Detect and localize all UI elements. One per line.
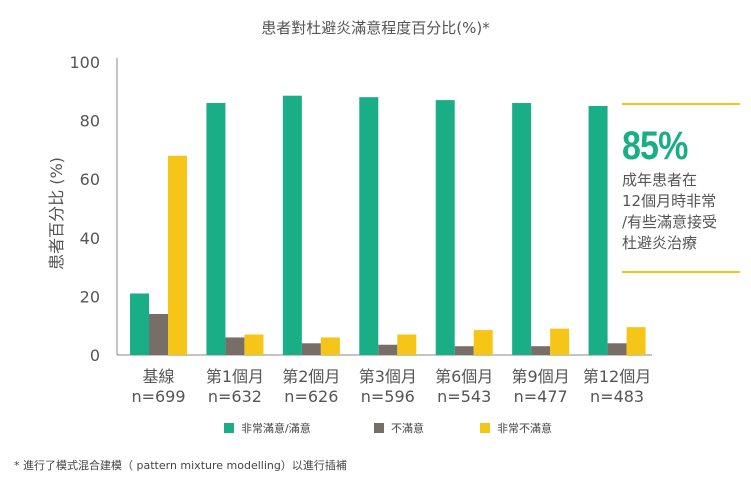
bar	[531, 346, 551, 355]
bar	[550, 328, 570, 355]
x-tick-label: 第1個月	[206, 367, 264, 386]
callout-bottom-rule	[622, 271, 740, 273]
bar	[168, 155, 187, 355]
x-tick-sample-size: n=483	[590, 387, 644, 406]
x-tick-sample-size: n=699	[131, 387, 185, 406]
bar	[359, 97, 379, 355]
bar	[130, 293, 149, 355]
callout-top-rule	[622, 103, 740, 105]
legend-swatch	[224, 423, 234, 433]
bar	[149, 313, 168, 355]
bar	[473, 330, 493, 355]
legend: 非常滿意/滿意 不滿意 非常不滿意	[0, 420, 751, 436]
x-tick-sample-size: n=596	[361, 387, 415, 406]
bar	[320, 337, 340, 355]
y-axis-title: 患者百分比 (%)	[47, 157, 66, 270]
y-tick-label: 60	[80, 170, 100, 189]
x-tick-label: 第6個月	[435, 367, 493, 386]
bar	[607, 343, 627, 355]
x-tick-sample-size: n=632	[208, 387, 262, 406]
bar	[282, 95, 302, 355]
legend-item: 非常不滿意	[480, 420, 552, 436]
legend-label: 非常滿意/滿意	[241, 422, 311, 435]
bar	[626, 327, 646, 355]
bar	[225, 337, 245, 355]
legend-label: 不滿意	[391, 422, 424, 435]
x-tick-sample-size: n=477	[514, 387, 568, 406]
bar	[301, 343, 321, 355]
x-tick-label: 第3個月	[359, 367, 417, 386]
legend-label: 非常不滿意	[497, 422, 552, 435]
bar	[588, 105, 608, 355]
x-tick-label: 第2個月	[282, 367, 340, 386]
y-tick-label: 20	[80, 287, 100, 306]
footnote: * 進行了模式混合建模（ pattern mixture modelling）以…	[14, 459, 347, 472]
legend-item: 非常滿意/滿意	[224, 420, 311, 436]
x-tick-label: 基線	[142, 367, 174, 386]
x-tick-label: 第9個月	[512, 367, 570, 386]
bar	[206, 103, 226, 356]
y-tick-label: 0	[90, 346, 100, 365]
x-tick-sample-size: n=626	[284, 387, 338, 406]
x-tick-label: 第12個月	[583, 367, 651, 386]
x-tick-sample-size: n=543	[437, 387, 491, 406]
chart-title: 患者對杜避炎滿意程度百分比(%)*	[261, 19, 490, 37]
bar	[244, 334, 264, 355]
y-tick-label: 80	[80, 112, 100, 131]
y-tick-label: 100	[69, 53, 100, 72]
callout-percentage: 85%	[622, 124, 688, 168]
bar	[454, 346, 474, 355]
legend-swatch	[480, 423, 490, 433]
bar	[397, 334, 417, 355]
callout: 85% 成年患者在 12個月時非常 /有些滿意接受 杜避炎治療	[622, 124, 747, 254]
y-tick-label: 40	[80, 229, 100, 248]
bar	[378, 344, 398, 355]
callout-text: 成年患者在 12個月時非常 /有些滿意接受 杜避炎治療	[622, 171, 718, 252]
legend-swatch	[374, 423, 384, 433]
bar	[435, 100, 455, 355]
legend-item: 不滿意	[374, 420, 424, 436]
bar	[512, 103, 532, 356]
